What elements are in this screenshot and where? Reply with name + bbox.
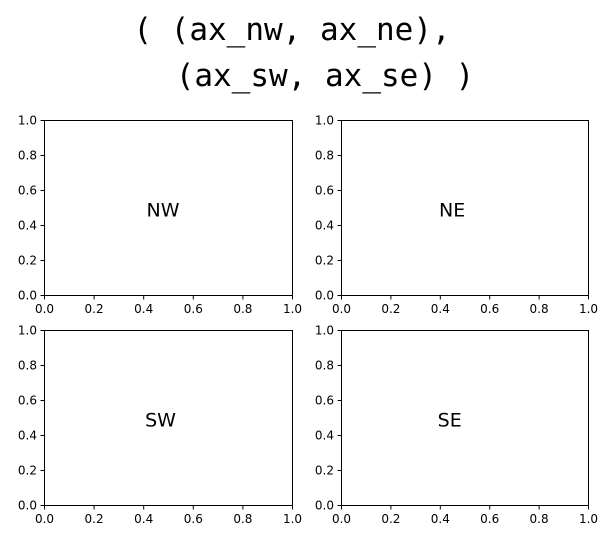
x-tick-label: 0.0 xyxy=(35,302,54,316)
x-tick-label: 0.2 xyxy=(85,302,104,316)
y-tick-label: 0.4 xyxy=(315,429,334,443)
axes-ax_se: 0.0 0.2 0.4 0.6 0.8 1.0 0.0 0.2 0.4 0.6 0.8 1.0 SE xyxy=(315,324,598,527)
axes-frame xyxy=(44,330,293,506)
x-tick-label: 0.4 xyxy=(431,512,450,526)
y-tick-label: 0.6 xyxy=(315,184,334,198)
y-tick-label: 0.2 xyxy=(315,254,334,268)
x-tick-label: 1.0 xyxy=(579,512,598,526)
y-tick-label: 0.8 xyxy=(18,359,37,373)
x-tick-label: 1.0 xyxy=(283,302,302,316)
y-tick-label: 0.6 xyxy=(18,184,37,198)
y-tick-label: 1.0 xyxy=(18,324,37,338)
y-tick-label: 0.0 xyxy=(315,289,334,303)
x-tick-label: 1.0 xyxy=(283,512,302,526)
x-tick-label: 0.6 xyxy=(184,302,203,316)
x-tick-label: 0.2 xyxy=(85,512,104,526)
y-tick-label: 0.8 xyxy=(315,149,334,163)
figure-title-line-2: (ax_sw, ax_se) ) xyxy=(176,58,475,94)
y-tick-label: 0.8 xyxy=(315,359,334,373)
x-tick-label: 0.8 xyxy=(530,512,549,526)
axes-label-se: SE xyxy=(438,409,462,431)
y-tick-label: 0.0 xyxy=(18,289,37,303)
y-tick-label: 0.2 xyxy=(18,254,37,268)
axes-label-sw: SW xyxy=(145,409,176,431)
y-tick-label: 0.0 xyxy=(315,499,334,513)
x-tick-label: 0.0 xyxy=(332,512,351,526)
x-tick-label: 0.6 xyxy=(184,512,203,526)
y-tick-label: 0.0 xyxy=(18,499,37,513)
axes-frame xyxy=(44,120,293,296)
x-tick-label: 0.0 xyxy=(35,512,54,526)
x-tick-label: 0.2 xyxy=(381,302,400,316)
x-tick-label: 0.6 xyxy=(480,512,499,526)
x-tick-label: 0.6 xyxy=(480,302,499,316)
y-tick-label: 1.0 xyxy=(18,114,37,128)
axes-frame xyxy=(341,330,589,506)
y-tick-label: 0.8 xyxy=(18,149,37,163)
x-tick-label: 0.0 xyxy=(332,302,351,316)
x-tick-label: 0.8 xyxy=(233,302,252,316)
axes-ax_sw: 0.0 0.2 0.4 0.6 0.8 1.0 0.0 0.2 0.4 0.6 0.8 1.0 SW xyxy=(18,324,302,527)
x-tick-label: 0.4 xyxy=(431,302,450,316)
x-tick-label: 0.4 xyxy=(134,302,153,316)
x-tick-label: 0.8 xyxy=(233,512,252,526)
x-tick-label: 0.4 xyxy=(134,512,153,526)
y-tick-label: 0.4 xyxy=(315,219,334,233)
x-tick-label: 1.0 xyxy=(579,302,598,316)
y-tick-label: 0.6 xyxy=(18,394,37,408)
axes-label-nw: NW xyxy=(147,199,180,221)
x-tick-label: 0.2 xyxy=(381,512,400,526)
axes-ax_nw: 0.0 0.2 0.4 0.6 0.8 1.0 0.0 0.2 0.4 0.6 0.8 1.0 NW xyxy=(18,114,302,317)
y-tick-label: 1.0 xyxy=(315,114,334,128)
y-tick-label: 0.2 xyxy=(315,464,334,478)
y-tick-label: 1.0 xyxy=(315,324,334,338)
y-tick-label: 0.4 xyxy=(18,429,37,443)
x-tick-label: 0.8 xyxy=(530,302,549,316)
axes-grid: 0.0 0.2 0.4 0.6 0.8 1.00.00.20.40.60.81.0NW0.… xyxy=(18,114,598,527)
axes-ax_ne: 0.0 0.2 0.4 0.6 0.8 1.0 0.0 0.2 0.4 0.6 0.8 1.0 NE xyxy=(315,114,598,317)
axes-label-ne: NE xyxy=(439,199,465,221)
figure-title-line-1: ( (ax_nw, ax_ne), xyxy=(133,12,450,48)
y-tick-label: 0.2 xyxy=(18,464,37,478)
y-tick-label: 0.4 xyxy=(18,219,37,233)
axes-frame xyxy=(341,120,589,296)
y-tick-label: 0.6 xyxy=(315,394,334,408)
